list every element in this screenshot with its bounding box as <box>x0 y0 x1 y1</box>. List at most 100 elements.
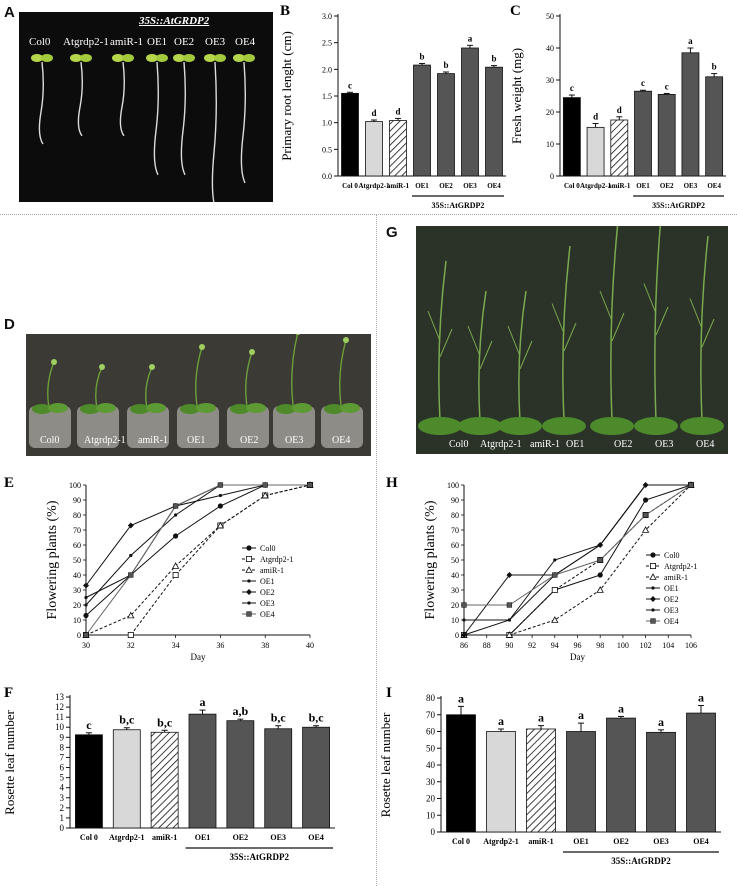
category-label: OE4 <box>308 833 324 842</box>
plant-label-oe2: OE2 <box>240 435 259 446</box>
plant-leaf <box>324 404 344 414</box>
data-point-oe3 <box>462 633 466 637</box>
data-point-oe1 <box>84 603 88 607</box>
y-tick-label: 20 <box>73 601 81 610</box>
category-label: amiR-1 <box>528 837 553 846</box>
panel-letter-e: E <box>4 475 14 491</box>
seedling-root <box>153 61 159 176</box>
bar-oe4 <box>705 76 724 177</box>
seedlings-drawing <box>31 54 255 202</box>
data-point-oe4 <box>217 482 224 488</box>
legend-entry: OE4 <box>260 610 275 619</box>
bar-col-0 <box>562 97 581 177</box>
y-tick-label: 40 <box>451 571 459 580</box>
category-label: OE2 <box>439 182 453 190</box>
data-point-oe3 <box>507 618 511 622</box>
bar-oe1 <box>566 731 596 833</box>
mature-label-atgrdp2: Atgrdp2-1 <box>480 439 522 450</box>
data-point-oe4 <box>552 572 558 578</box>
legend-marker <box>247 601 251 605</box>
bar-oe4 <box>686 712 716 833</box>
data-point-amir-1 <box>596 586 604 593</box>
data-point-oe1 <box>462 618 466 622</box>
legend-marker <box>245 556 252 563</box>
branch <box>467 325 493 370</box>
plant-pot <box>29 406 71 448</box>
bar-oe4 <box>302 726 330 829</box>
plant-leaf <box>32 404 52 414</box>
series-line-oe1 <box>85 484 310 606</box>
data-point-atgrdp2-1 <box>127 631 134 638</box>
plant-pot <box>177 406 219 448</box>
legend-marker <box>650 618 656 624</box>
y-tick-label: 80 <box>73 511 81 520</box>
seedling-leaf <box>80 54 92 62</box>
series-line-oe4 <box>464 484 692 606</box>
bar-oe2 <box>657 94 676 177</box>
y-tick-label: 80 <box>426 693 436 703</box>
construct-label: 35S::AtGRDP2 <box>139 15 210 27</box>
category-label: OE3 <box>684 182 698 190</box>
rosette <box>542 417 586 435</box>
data-point-amir-1 <box>216 521 225 529</box>
data-point-oe4 <box>83 632 89 638</box>
y-tick-label: 2.0 <box>322 65 332 74</box>
bar-atgrdp2-1 <box>112 729 141 829</box>
y-tick-label: 100 <box>447 481 459 490</box>
seedling-leaf <box>31 54 43 62</box>
y-tick-label: 30 <box>451 586 459 595</box>
category-label: amiR-1 <box>387 182 410 190</box>
category-label: OE2 <box>613 837 629 846</box>
x-tick-label: 32 <box>127 641 135 650</box>
y-tick-label: 50 <box>73 556 81 565</box>
y-axis-label: Rosette leaf number <box>2 709 17 814</box>
bar-atgrdp2-1 <box>486 731 516 833</box>
y-tick-label: 70 <box>426 710 436 720</box>
seedling-root <box>211 61 217 202</box>
data-point-oe3 <box>644 483 648 487</box>
data-point-atgrdp2-1 <box>551 587 558 594</box>
legend-entry: Col0 <box>664 551 680 560</box>
y-tick-label: 40 <box>546 44 554 53</box>
y-tick-label: 90 <box>451 496 459 505</box>
chart-primary-root-length: B 0.0 0.5 1.0 1.5 2.0 2.5 3.0 Primary root lengh… <box>279 3 506 210</box>
y-tick-label: 40 <box>426 760 436 770</box>
y-tick-label: 0 <box>550 172 554 181</box>
rosette <box>590 417 634 435</box>
seedling-root <box>240 61 246 184</box>
seedling-label-oe1: OE1 <box>147 36 168 48</box>
significance-letter: c <box>641 78 645 88</box>
y-tick-label: 10 <box>546 140 554 149</box>
branch <box>507 325 533 370</box>
plant-flower <box>99 364 105 370</box>
bar-amir-1 <box>526 728 556 833</box>
data-point-oe4 <box>128 572 134 578</box>
x-tick-label: 94 <box>551 641 559 650</box>
x-tick-label: 98 <box>596 641 604 650</box>
y-tick-label: 0.0 <box>322 172 332 181</box>
mature-label-col0: Col0 <box>449 439 469 450</box>
plant-pot <box>321 406 363 448</box>
legend-marker <box>245 566 253 573</box>
mature-label-oe4: OE4 <box>696 439 715 450</box>
data-point-oe4 <box>688 482 694 488</box>
plant-label-oe1: OE1 <box>187 435 206 446</box>
data-point-amir-1 <box>551 616 559 623</box>
data-point-col0 <box>173 533 179 539</box>
bar-oe1 <box>634 90 652 177</box>
data-point-oe4 <box>172 503 179 509</box>
significance-letter: d <box>593 112 598 122</box>
x-tick-label: 90 <box>505 641 513 650</box>
mature-plants-drawing <box>416 226 728 454</box>
group-label: 35S::AtGRDP2 <box>432 201 485 210</box>
y-tick-label: 5 <box>60 773 65 783</box>
legend-entry: OE2 <box>664 595 679 604</box>
category-label: OE4 <box>707 182 721 190</box>
y-tick-label: 70 <box>73 526 81 535</box>
series-line-oe3 <box>463 484 691 636</box>
seedling-leaf <box>233 54 245 62</box>
significance-letter: a <box>658 715 664 729</box>
significance-letter: a <box>688 36 693 46</box>
series-line-atgrdp2-1 <box>86 484 311 636</box>
